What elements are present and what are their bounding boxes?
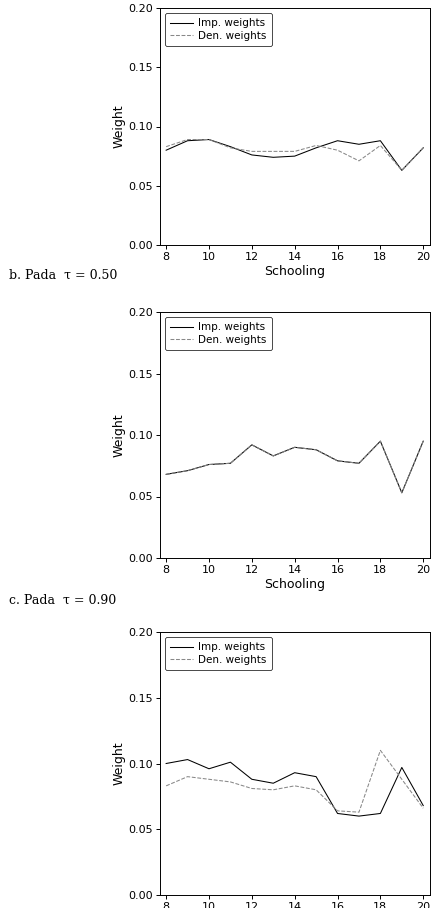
X-axis label: Schooling: Schooling <box>264 265 325 278</box>
Y-axis label: Weight: Weight <box>112 104 125 148</box>
Y-axis label: Weight: Weight <box>112 413 125 457</box>
Imp. weights <box>292 151 297 162</box>
Den. weights <box>249 439 254 450</box>
Den. weights <box>185 134 190 145</box>
Imp. weights <box>292 442 297 453</box>
Den. weights <box>249 146 254 157</box>
Den. weights <box>271 450 276 461</box>
Imp. weights <box>335 456 340 467</box>
Imp. weights <box>335 808 340 819</box>
Imp. weights <box>271 778 276 789</box>
Line: Den. weights: Den. weights <box>166 750 423 812</box>
Imp. weights <box>164 144 169 155</box>
Den. weights <box>399 165 404 176</box>
Imp. weights <box>313 444 319 455</box>
Den. weights <box>292 442 297 453</box>
Imp. weights <box>207 134 212 145</box>
Den. weights <box>185 771 190 782</box>
Line: Den. weights: Den. weights <box>166 140 423 171</box>
Den. weights <box>228 458 233 469</box>
Den. weights <box>207 134 212 145</box>
Den. weights <box>292 146 297 157</box>
Den. weights <box>335 805 340 816</box>
Den. weights <box>313 785 319 795</box>
Imp. weights <box>421 143 426 153</box>
Imp. weights <box>164 469 169 479</box>
Imp. weights <box>249 439 254 450</box>
Imp. weights <box>207 764 212 775</box>
Den. weights <box>356 155 362 166</box>
Imp. weights <box>399 762 404 773</box>
Den. weights <box>185 465 190 476</box>
Imp. weights <box>313 143 319 153</box>
Den. weights <box>421 143 426 153</box>
Imp. weights <box>185 135 190 146</box>
Imp. weights <box>378 436 383 447</box>
Den. weights <box>335 144 340 155</box>
Imp. weights <box>313 771 319 782</box>
Imp. weights <box>378 808 383 819</box>
Den. weights <box>292 780 297 791</box>
Imp. weights <box>356 139 362 150</box>
Imp. weights <box>271 152 276 163</box>
Den. weights <box>164 142 169 153</box>
Den. weights <box>378 140 383 151</box>
Y-axis label: Weight: Weight <box>112 742 125 785</box>
Den. weights <box>421 803 426 814</box>
Imp. weights <box>185 465 190 476</box>
Imp. weights <box>292 767 297 778</box>
Den. weights <box>378 436 383 447</box>
Den. weights <box>164 469 169 479</box>
Imp. weights <box>356 458 362 469</box>
Imp. weights <box>271 450 276 461</box>
Den. weights <box>356 806 362 817</box>
Text: c. Pada  τ = 0.90: c. Pada τ = 0.90 <box>9 594 116 607</box>
Den. weights <box>249 783 254 794</box>
X-axis label: Schooling: Schooling <box>264 577 325 591</box>
Imp. weights <box>207 459 212 470</box>
Den. weights <box>207 774 212 785</box>
Imp. weights <box>249 150 254 161</box>
Imp. weights <box>228 458 233 469</box>
Imp. weights <box>421 436 426 447</box>
Line: Imp. weights: Imp. weights <box>166 441 423 493</box>
Den. weights <box>313 444 319 455</box>
Legend: Imp. weights, Den. weights: Imp. weights, Den. weights <box>165 637 272 670</box>
Imp. weights <box>249 774 254 785</box>
Den. weights <box>378 745 383 755</box>
Den. weights <box>399 774 404 785</box>
Imp. weights <box>335 135 340 146</box>
Line: Imp. weights: Imp. weights <box>166 760 423 816</box>
Legend: Imp. weights, Den. weights: Imp. weights, Den. weights <box>165 317 272 350</box>
Legend: Imp. weights, Den. weights: Imp. weights, Den. weights <box>165 14 272 46</box>
Imp. weights <box>378 135 383 146</box>
Imp. weights <box>399 165 404 176</box>
Den. weights <box>421 436 426 447</box>
Imp. weights <box>356 811 362 822</box>
Imp. weights <box>228 756 233 767</box>
Imp. weights <box>421 800 426 811</box>
Imp. weights <box>228 142 233 153</box>
Imp. weights <box>185 755 190 765</box>
Den. weights <box>399 488 404 498</box>
Den. weights <box>228 143 233 153</box>
Den. weights <box>271 146 276 157</box>
Imp. weights <box>399 488 404 498</box>
Den. weights <box>164 780 169 791</box>
Line: Imp. weights: Imp. weights <box>166 140 423 171</box>
Text: b. Pada  τ = 0.50: b. Pada τ = 0.50 <box>9 269 117 281</box>
Den. weights <box>271 785 276 795</box>
Den. weights <box>356 458 362 469</box>
Den. weights <box>228 776 233 787</box>
Line: Den. weights: Den. weights <box>166 441 423 493</box>
Den. weights <box>335 456 340 467</box>
Den. weights <box>313 140 319 151</box>
Imp. weights <box>164 758 169 769</box>
Den. weights <box>207 459 212 470</box>
